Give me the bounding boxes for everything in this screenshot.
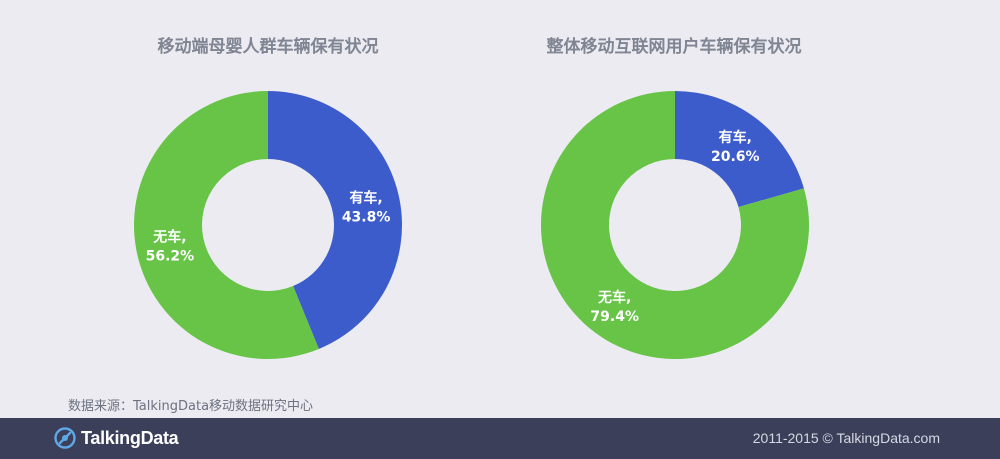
slice-0-1 — [134, 91, 319, 360]
slice-0-0 — [268, 91, 402, 349]
donut-chart-right: 有车, 20.6% 无车, 79.4% — [541, 91, 809, 359]
slice-label-0-1: 无车, 56.2% — [146, 228, 195, 264]
source-note: 数据来源：TalkingData移动数据研究中心 — [68, 399, 314, 414]
slice-label-1-1: 无车, 79.4% — [590, 289, 639, 325]
talkingdata-logo-icon — [54, 427, 76, 449]
footer-bar: TalkingData 2011-2015 © TalkingData.com — [0, 418, 1000, 459]
copyright-text: 2011-2015 © TalkingData.com — [752, 430, 940, 446]
slice-label-1-0: 有车, 20.6% — [711, 129, 760, 165]
slice-1-1 — [541, 91, 809, 359]
brand-logo[interactable]: TalkingData — [54, 427, 179, 449]
slice-label-0-0: 有车, 43.8% — [342, 190, 391, 226]
brand-name: TalkingData — [81, 427, 179, 448]
slice-1-0 — [675, 91, 804, 207]
chart-title-right: 整体移动互联网用户车辆保有状况 — [546, 37, 802, 57]
donut-chart-left: 有车, 43.8% 无车, 56.2% — [134, 91, 402, 360]
chart-title-left: 移动端母婴人群车辆保有状况 — [157, 37, 379, 57]
